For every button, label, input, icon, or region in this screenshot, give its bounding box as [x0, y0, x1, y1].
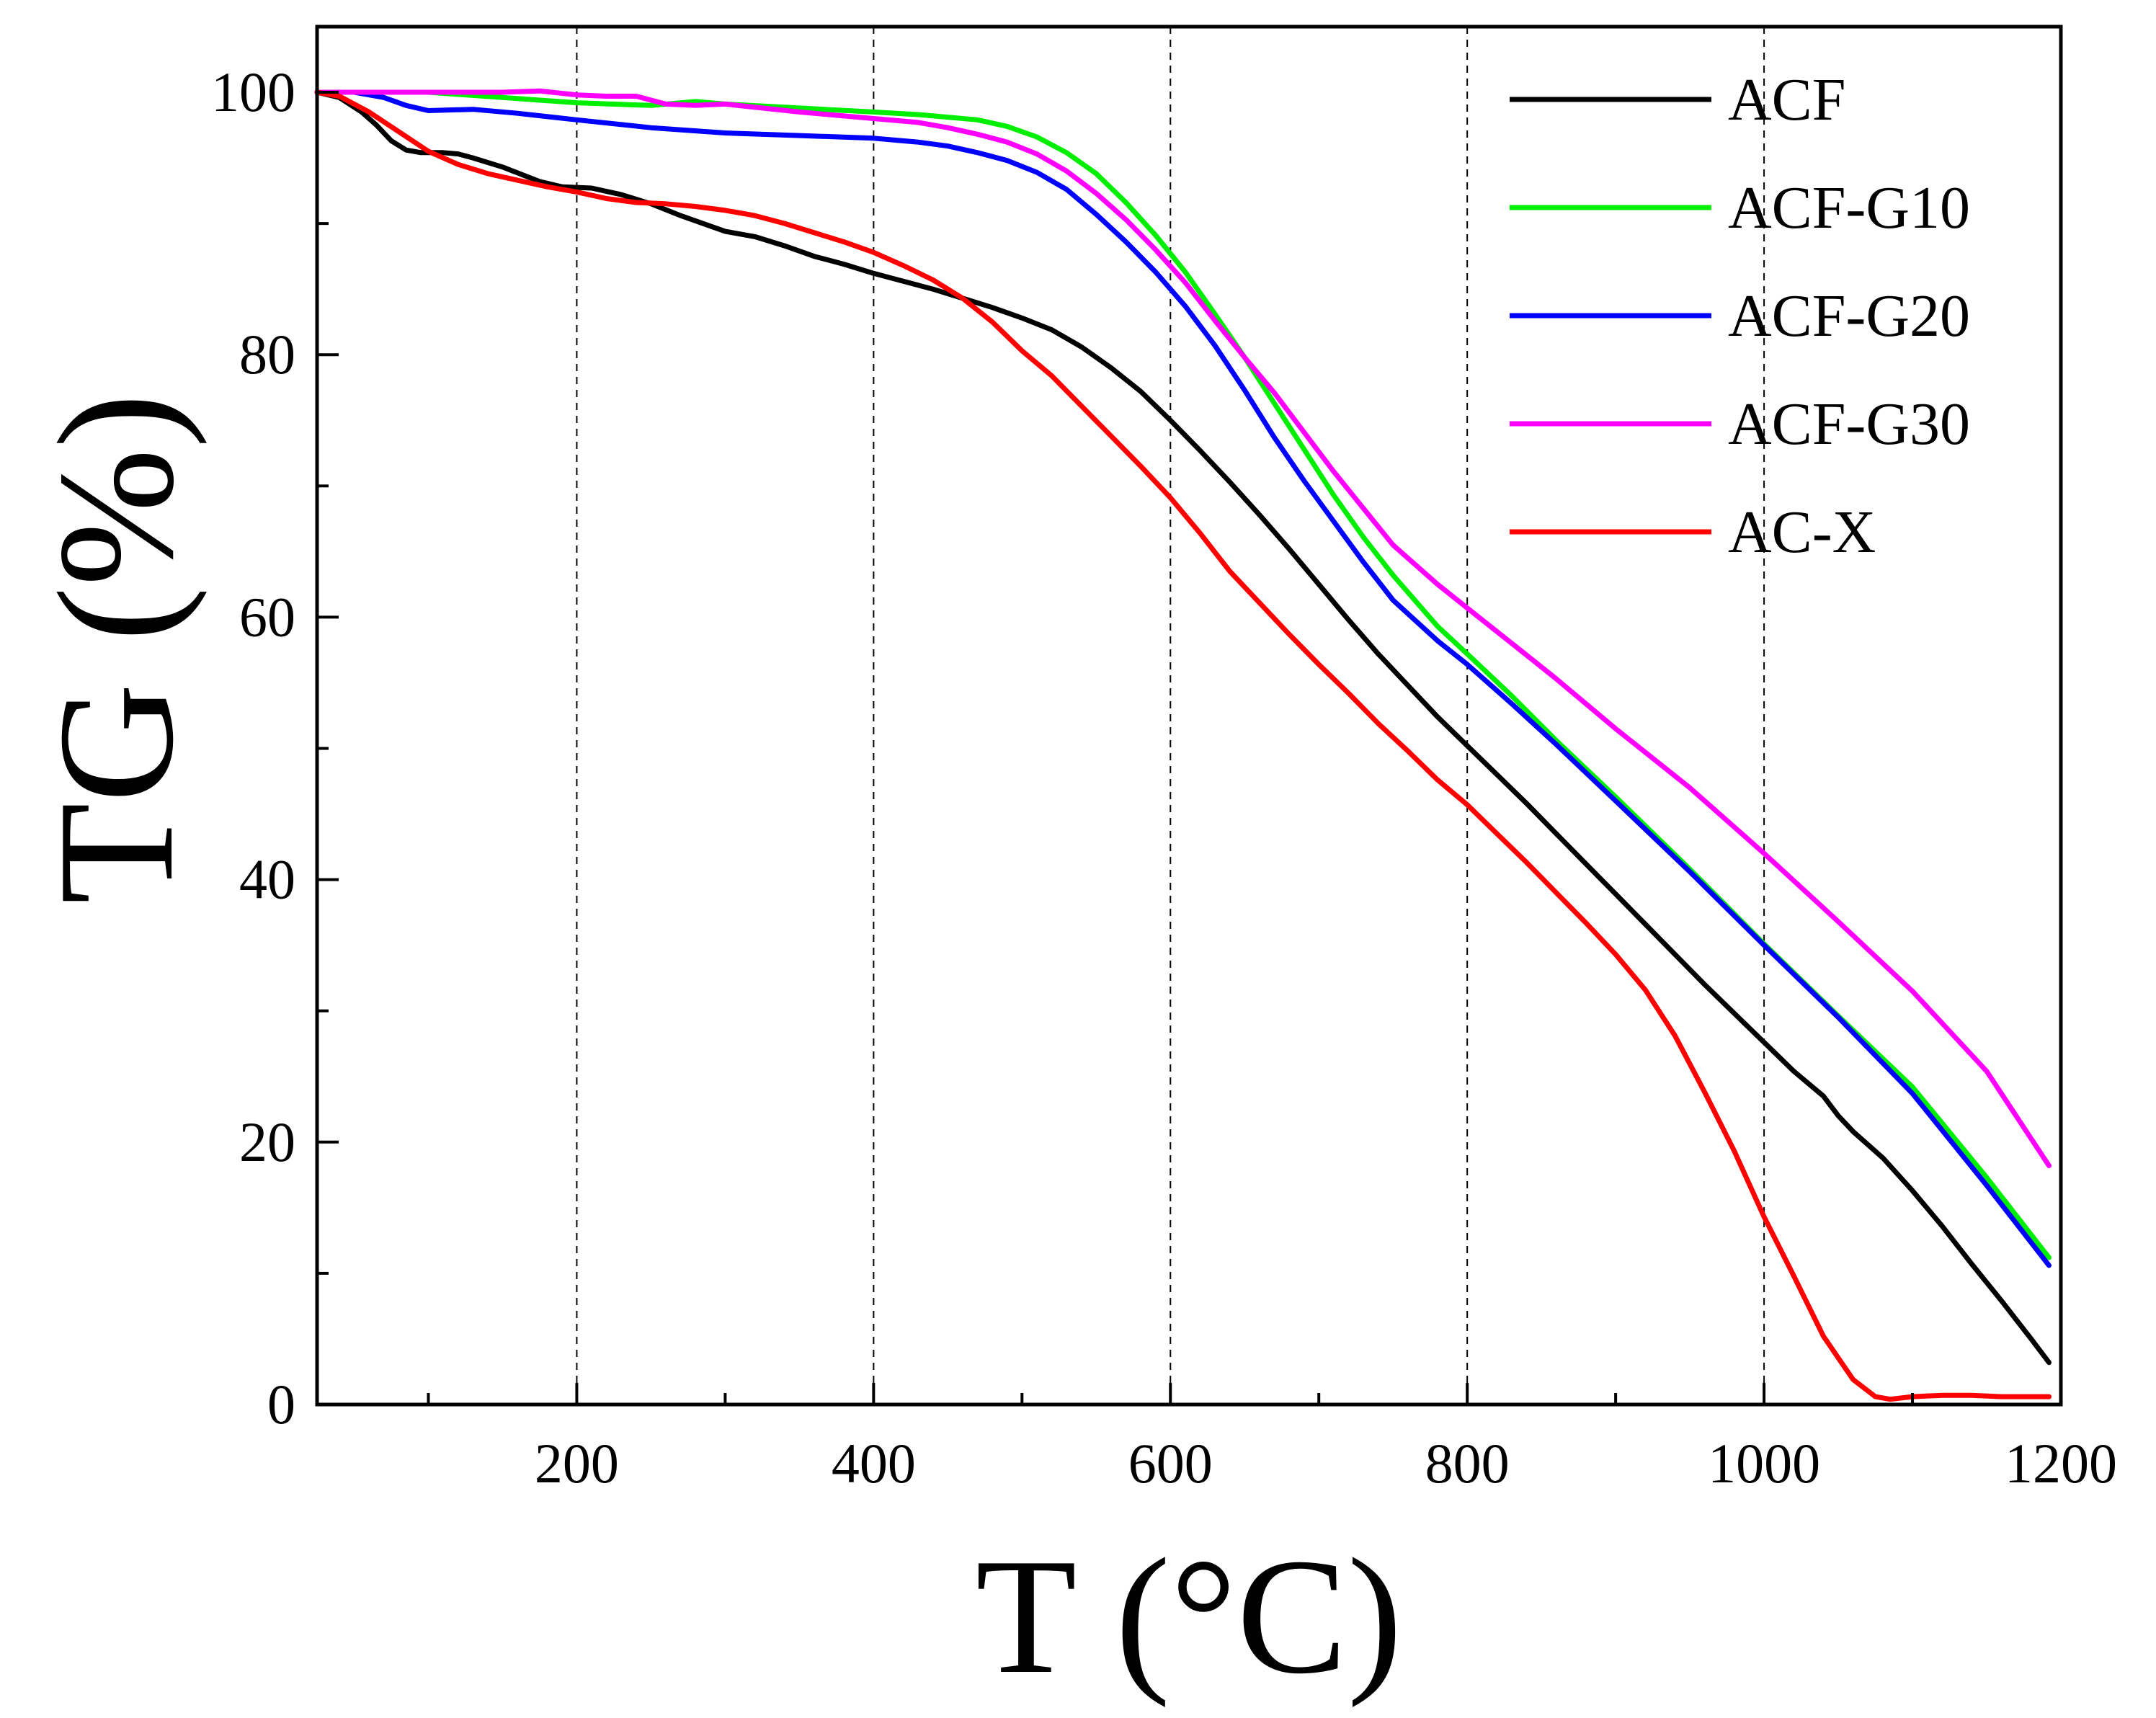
legend-label-acf: ACF: [1728, 66, 1845, 133]
series-line-acf-g30: [314, 88, 2052, 1169]
y-tick-label-60: 60: [239, 585, 295, 648]
legend-label-acf-g30: ACF-G30: [1728, 391, 1970, 458]
x-tick-label-1000: 1000: [1708, 1432, 1820, 1495]
legend-label-ac-x: AC-X: [1728, 499, 1876, 566]
axis-tick-labels: 200 400 600 800 1000 1200 0 20 40 60 80 100: [211, 61, 2117, 1495]
grid-lines: [576, 27, 1765, 1405]
x-tick-label-600: 600: [1128, 1432, 1213, 1495]
data-series: [314, 88, 2052, 1402]
series-line-acf-g20: [314, 89, 2052, 1268]
series-line-acf: [314, 89, 2052, 1366]
y-tick-label-20: 20: [239, 1111, 295, 1173]
y-tick-label-80: 80: [239, 323, 295, 386]
axis-ticks: [317, 91, 2062, 1406]
plot-frame: [315, 25, 2063, 1407]
x-tick-label-200: 200: [535, 1432, 619, 1495]
y-tick-label-40: 40: [239, 848, 295, 911]
x-tick-label-400: 400: [832, 1432, 916, 1495]
y-tick-label-100: 100: [211, 61, 295, 123]
x-axis-title: T (°C): [976, 1524, 1402, 1708]
legend-label-acf-g20: ACF-G20: [1728, 282, 1970, 350]
y-tick-label-0: 0: [267, 1373, 295, 1436]
x-tick-label-800: 800: [1425, 1432, 1510, 1495]
x-tick-label-1200: 1200: [2005, 1432, 2117, 1495]
y-axis-title: TG (%): [24, 393, 208, 904]
series-line-acf-g10: [314, 89, 2052, 1260]
legend: ACF ACF-G10 ACF-G20 ACF-G30 AC-X: [1510, 66, 1970, 566]
series-line-ac-x: [314, 89, 2052, 1402]
legend-label-acf-g10: ACF-G10: [1728, 174, 1970, 241]
